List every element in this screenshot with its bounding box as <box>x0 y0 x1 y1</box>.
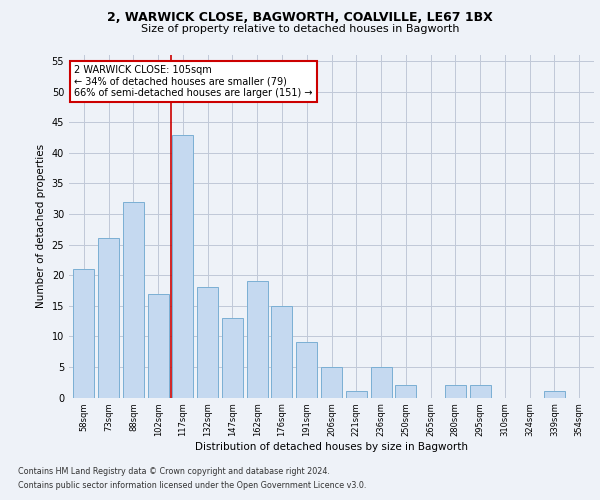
Bar <box>222 318 243 398</box>
Bar <box>445 386 466 398</box>
Bar <box>470 386 491 398</box>
Bar <box>98 238 119 398</box>
Bar <box>371 367 392 398</box>
Bar <box>197 288 218 398</box>
Text: 2, WARWICK CLOSE, BAGWORTH, COALVILLE, LE67 1BX: 2, WARWICK CLOSE, BAGWORTH, COALVILLE, L… <box>107 11 493 24</box>
Bar <box>73 269 94 398</box>
Bar <box>296 342 317 398</box>
Bar <box>346 392 367 398</box>
Bar <box>321 367 342 398</box>
Y-axis label: Number of detached properties: Number of detached properties <box>36 144 46 308</box>
X-axis label: Distribution of detached houses by size in Bagworth: Distribution of detached houses by size … <box>195 442 468 452</box>
Bar <box>247 282 268 398</box>
Text: 2 WARWICK CLOSE: 105sqm
← 34% of detached houses are smaller (79)
66% of semi-de: 2 WARWICK CLOSE: 105sqm ← 34% of detache… <box>74 66 313 98</box>
Bar <box>123 202 144 398</box>
Bar <box>148 294 169 398</box>
Bar <box>271 306 292 398</box>
Bar <box>172 134 193 398</box>
Text: Contains HM Land Registry data © Crown copyright and database right 2024.: Contains HM Land Registry data © Crown c… <box>18 467 330 476</box>
Bar <box>544 392 565 398</box>
Text: Contains public sector information licensed under the Open Government Licence v3: Contains public sector information licen… <box>18 481 367 490</box>
Bar <box>395 386 416 398</box>
Text: Size of property relative to detached houses in Bagworth: Size of property relative to detached ho… <box>141 24 459 34</box>
